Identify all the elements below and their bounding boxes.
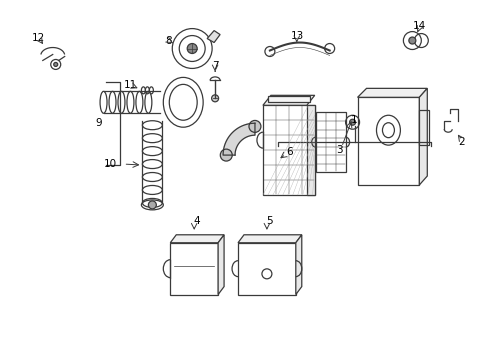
FancyBboxPatch shape <box>267 96 309 102</box>
Text: 13: 13 <box>290 31 304 41</box>
Text: 4: 4 <box>193 216 200 226</box>
Text: 7: 7 <box>211 62 218 71</box>
Text: 9: 9 <box>95 118 102 128</box>
Text: 11: 11 <box>123 80 137 90</box>
Circle shape <box>349 119 355 125</box>
Circle shape <box>54 62 58 67</box>
Text: 12: 12 <box>32 32 45 42</box>
Circle shape <box>211 95 218 102</box>
Polygon shape <box>223 123 254 155</box>
Polygon shape <box>306 105 314 195</box>
Polygon shape <box>207 31 220 42</box>
Text: 10: 10 <box>104 159 117 169</box>
Polygon shape <box>419 88 427 185</box>
Text: 2: 2 <box>457 137 464 147</box>
Polygon shape <box>170 235 224 243</box>
Polygon shape <box>357 88 427 97</box>
Polygon shape <box>238 235 301 243</box>
Polygon shape <box>295 235 301 294</box>
Text: 6: 6 <box>286 147 292 157</box>
Polygon shape <box>218 235 224 294</box>
Text: 5: 5 <box>266 216 273 226</box>
Circle shape <box>187 44 197 54</box>
Circle shape <box>408 37 415 44</box>
Text: 3: 3 <box>336 145 342 155</box>
Polygon shape <box>263 95 314 105</box>
Circle shape <box>148 201 156 209</box>
Text: 14: 14 <box>412 21 425 31</box>
Text: 1: 1 <box>350 115 357 125</box>
Text: 8: 8 <box>164 36 171 46</box>
Ellipse shape <box>220 149 232 161</box>
Ellipse shape <box>248 121 261 132</box>
